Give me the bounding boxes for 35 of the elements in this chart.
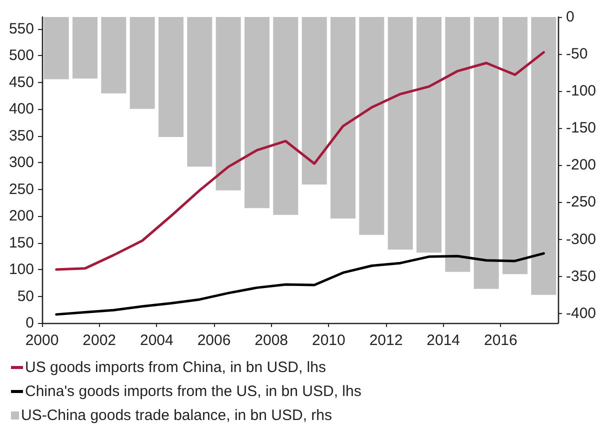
x-tick-label: 2004 bbox=[140, 332, 174, 349]
y-tick-label: 300 bbox=[8, 154, 34, 172]
x-tick-label: 2000 bbox=[25, 332, 59, 349]
y-tick-label: 0 bbox=[26, 314, 34, 332]
x-tick-label: 2002 bbox=[82, 332, 116, 349]
y2-tick-label: -350 bbox=[566, 268, 596, 285]
y-tick-label: 150 bbox=[8, 234, 34, 252]
y2-tick-label: -300 bbox=[566, 230, 596, 248]
y2-tick-label: -200 bbox=[566, 156, 596, 174]
y-tick-label: 100 bbox=[8, 261, 34, 278]
x-tick-label: 2016 bbox=[484, 332, 518, 349]
y2-tick-label: -50 bbox=[566, 46, 588, 63]
y-tick-label: 450 bbox=[8, 74, 34, 91]
legend-label: US goods imports from China, in bn USD, lhs bbox=[25, 359, 326, 376]
y2-tick-label: 0 bbox=[566, 8, 574, 26]
y2-tick-label: -250 bbox=[566, 194, 596, 211]
x-tick-label: 2014 bbox=[426, 332, 460, 349]
x-tick-label: 2010 bbox=[312, 332, 346, 349]
y-tick-label: 350 bbox=[8, 127, 34, 144]
legend-label: US-China goods trade balance, in bn USD, rhs bbox=[21, 407, 332, 424]
y-tick-label: 550 bbox=[8, 20, 34, 38]
legend-label: China's goods imports from the US, in bn USD, lhs bbox=[25, 383, 362, 400]
x-tick-label: 2006 bbox=[197, 332, 231, 349]
line-series bbox=[55, 252, 545, 316]
x-tick-label: 2012 bbox=[369, 332, 403, 349]
y2-tick-label: -400 bbox=[566, 304, 596, 322]
y-tick-label: 50 bbox=[17, 288, 34, 305]
line-series bbox=[55, 51, 545, 271]
x-tick-label: 2008 bbox=[254, 332, 288, 349]
y2-tick-label: -150 bbox=[566, 120, 596, 137]
y2-tick-label: -100 bbox=[566, 82, 596, 100]
y-tick-label: 400 bbox=[8, 100, 34, 118]
y-tick-label: 500 bbox=[8, 47, 34, 64]
y-tick-label: 200 bbox=[8, 208, 34, 225]
y-tick-label: 250 bbox=[8, 180, 34, 198]
